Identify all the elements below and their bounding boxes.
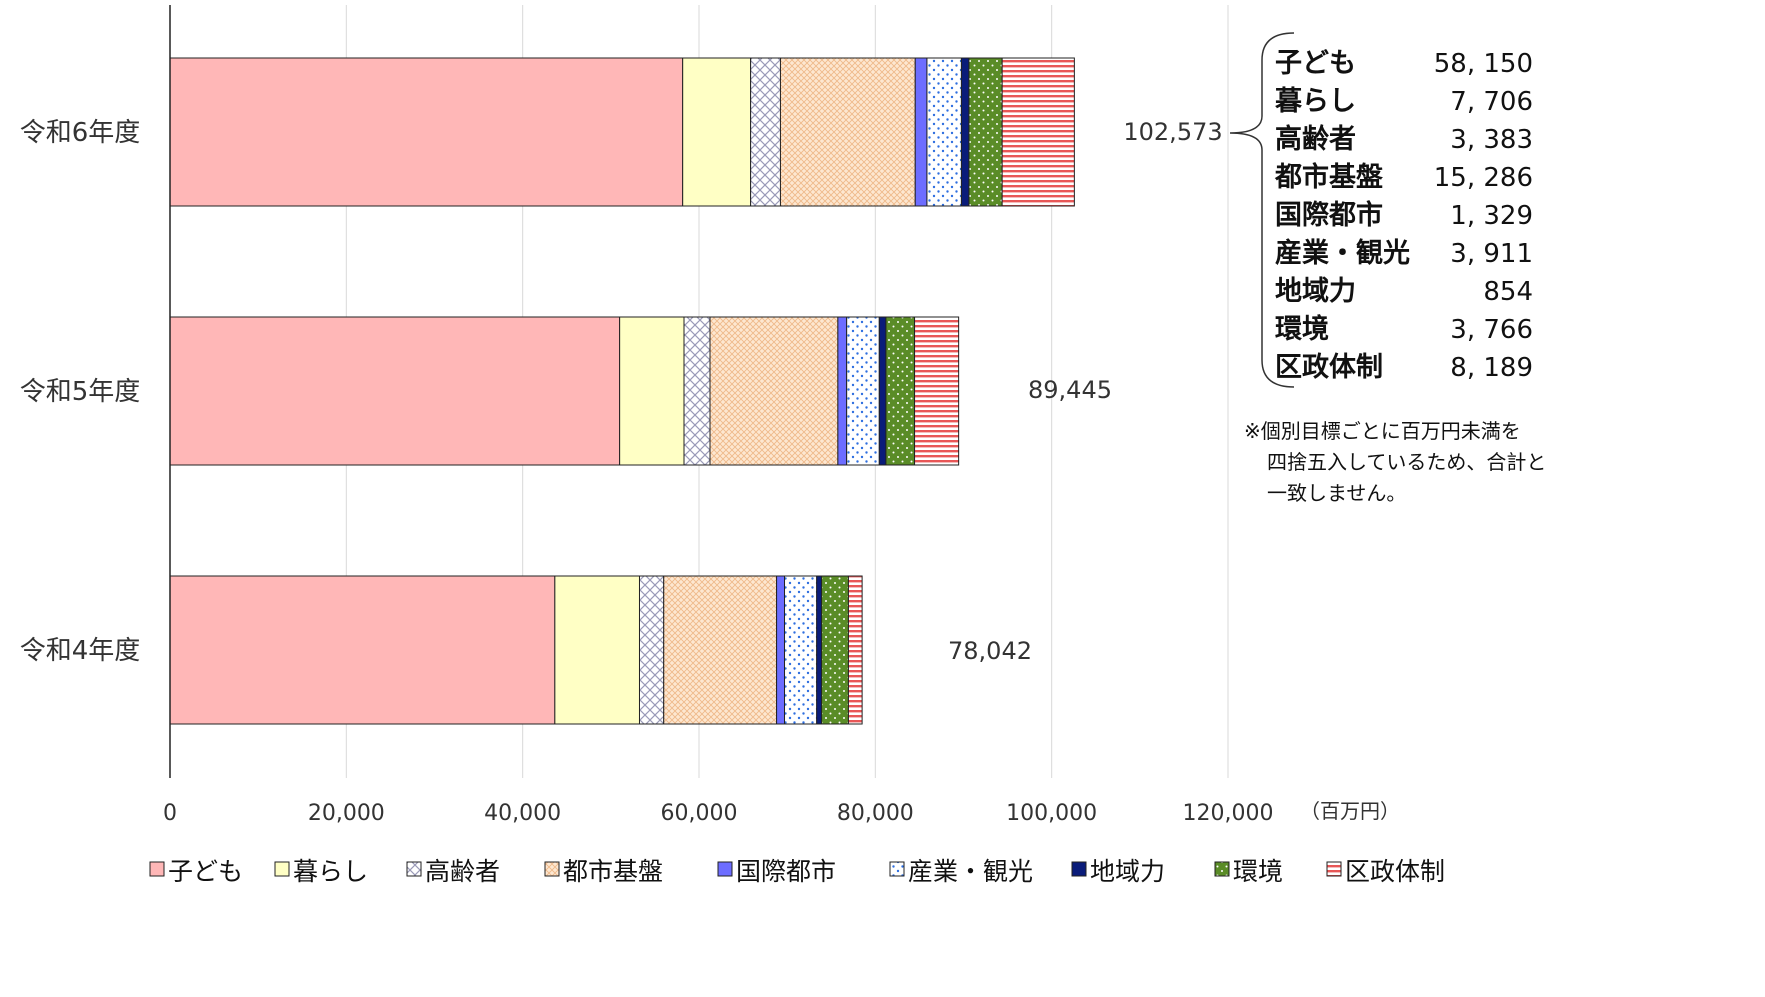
x-tick-label: 60,000 bbox=[661, 801, 738, 826]
breakdown-value: 15, 286 bbox=[1434, 163, 1533, 193]
breakdown-label: 区政体制 bbox=[1275, 352, 1383, 383]
bar-segment-1-1 bbox=[619, 316, 685, 466]
brace-shape bbox=[1229, 32, 1295, 388]
total-labels: 102,573 89,445 78,042 bbox=[948, 118, 1223, 665]
bar-segment-0-7 bbox=[968, 57, 1003, 207]
bar-segment-1-6 bbox=[878, 316, 887, 466]
breakdown-value: 58, 150 bbox=[1434, 49, 1533, 79]
legend-swatch bbox=[1326, 861, 1342, 877]
total-label: 89,445 bbox=[1028, 376, 1112, 404]
breakdown-label: 子ども bbox=[1275, 48, 1356, 79]
category-label: 令和4年度 bbox=[20, 636, 141, 666]
bar-segment-0-2 bbox=[750, 57, 781, 207]
legend-swatch bbox=[889, 861, 905, 877]
footnote-line: ※個別目標ごとに百万円未満を bbox=[1244, 419, 1521, 443]
category-label: 令和6年度 bbox=[20, 118, 141, 148]
bar-segment-1-8 bbox=[914, 316, 960, 466]
x-tick-label: 100,000 bbox=[1006, 801, 1097, 826]
legend-label: 区政体制 bbox=[1345, 857, 1445, 886]
legend-label: 地域力 bbox=[1090, 857, 1165, 886]
legend-swatch bbox=[1071, 861, 1087, 877]
footnote-line: 四捨五入しているため、合計と bbox=[1267, 450, 1546, 474]
bar-segment-2-2 bbox=[638, 575, 665, 725]
bar-segment-2-0 bbox=[169, 575, 556, 725]
breakdown-label: 暮らし bbox=[1275, 86, 1356, 117]
bar-segment-2-4 bbox=[776, 575, 786, 725]
breakdown-value: 3, 383 bbox=[1450, 125, 1533, 155]
legend-label: 高齢者 bbox=[425, 857, 500, 886]
breakdown-label: 地域力 bbox=[1275, 276, 1356, 307]
bar-segment-0-5 bbox=[926, 57, 962, 207]
legend: 子ども 暮らし 高齢者 都市基盤 国際都市 産業・観光 地域力 環境 区政体制 bbox=[149, 857, 1445, 886]
bar-segment-1-3 bbox=[709, 316, 839, 466]
breakdown-value: 7, 706 bbox=[1450, 87, 1533, 117]
x-tick-label: 80,000 bbox=[837, 801, 914, 826]
bar-segment-0-4 bbox=[914, 57, 928, 207]
x-tick-label: 40,000 bbox=[484, 801, 561, 826]
bar-segment-2-1 bbox=[554, 575, 640, 725]
bar-segment-0-8 bbox=[1001, 57, 1075, 207]
breakdown-label: 高齢者 bbox=[1275, 123, 1356, 155]
footnote-line: 一致しません。 bbox=[1267, 481, 1406, 505]
total-label: 78,042 bbox=[948, 637, 1032, 665]
bar-segment-1-2 bbox=[683, 316, 711, 466]
breakdown-value: 854 bbox=[1483, 277, 1533, 307]
x-tick-label: 0 bbox=[163, 801, 177, 826]
bars bbox=[169, 57, 1075, 725]
bar-segment-2-6 bbox=[816, 575, 823, 725]
x-tick-label: 120,000 bbox=[1183, 801, 1274, 826]
legend-label: 産業・観光 bbox=[908, 857, 1033, 886]
breakdown-label: 国際都市 bbox=[1275, 199, 1383, 231]
legend-swatch bbox=[717, 861, 733, 877]
breakdown-label: 産業・観光 bbox=[1275, 237, 1410, 269]
bar-segment-1-5 bbox=[846, 316, 880, 466]
x-tick-label: 20,000 bbox=[308, 801, 385, 826]
breakdown-value: 3, 911 bbox=[1450, 239, 1533, 269]
legend-swatch bbox=[149, 861, 165, 877]
category-label: 令和5年度 bbox=[20, 377, 141, 407]
legend-label: 国際都市 bbox=[736, 857, 836, 886]
legend-label: 暮らし bbox=[293, 857, 368, 886]
total-label: 102,573 bbox=[1123, 118, 1222, 146]
legend-swatch bbox=[544, 861, 560, 877]
bar-segment-1-4 bbox=[837, 316, 848, 466]
bar-segment-0-1 bbox=[682, 57, 752, 207]
legend-label: 子ども bbox=[168, 857, 243, 886]
breakdown-label: 環境 bbox=[1275, 314, 1329, 345]
bar-segment-0-6 bbox=[960, 57, 970, 207]
breakdown-box: 子ども 58, 150 暮らし 7, 706 高齢者 3, 383 都市基盤 15, 286 国… bbox=[1229, 32, 1533, 388]
breakdown-value: 3, 766 bbox=[1450, 315, 1533, 345]
legend-swatch bbox=[274, 861, 290, 877]
bar-segment-2-8 bbox=[847, 575, 863, 725]
bar-segment-2-5 bbox=[784, 575, 818, 725]
legend-label: 環境 bbox=[1233, 857, 1283, 886]
bar-segment-2-3 bbox=[663, 575, 778, 725]
bar-segment-1-7 bbox=[885, 316, 916, 466]
legend-swatch bbox=[1214, 861, 1230, 877]
legend-swatch bbox=[406, 861, 422, 877]
x-unit-label: （百万円） bbox=[1300, 799, 1400, 823]
bar-segment-0-3 bbox=[779, 57, 916, 207]
breakdown-value: 1, 329 bbox=[1450, 201, 1533, 231]
bar-segment-1-0 bbox=[169, 316, 621, 466]
legend-label: 都市基盤 bbox=[563, 857, 663, 886]
breakdown-value: 8, 189 bbox=[1450, 353, 1533, 383]
bar-segment-2-7 bbox=[821, 575, 849, 725]
breakdown-label: 都市基盤 bbox=[1274, 161, 1384, 193]
bar-segment-0-0 bbox=[169, 57, 684, 207]
